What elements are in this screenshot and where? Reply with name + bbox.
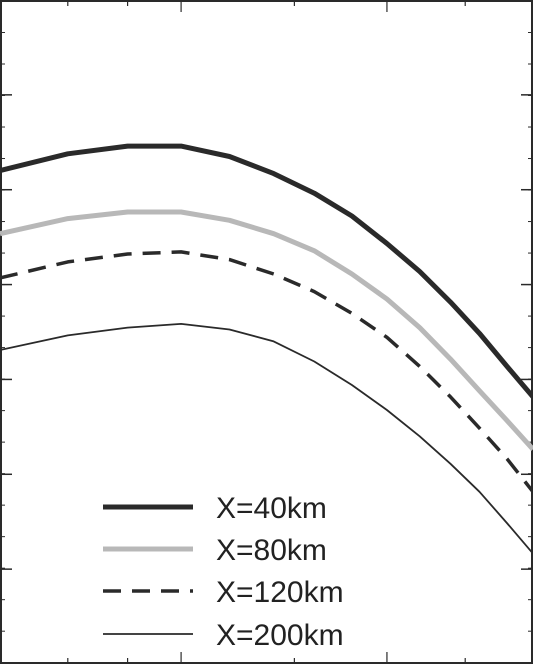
legend-label-x-80km: X=80km bbox=[216, 534, 327, 567]
legend-label-x-40km: X=40km bbox=[216, 492, 327, 525]
series-line-x-200km bbox=[0, 323, 533, 555]
series-line-x-80km bbox=[0, 209, 533, 451]
series-line-x-40km bbox=[0, 143, 533, 399]
legend: X=40km X=80km X=120km X=200km bbox=[103, 492, 344, 652]
legend-label-x-120km: X=120km bbox=[216, 576, 344, 609]
legend-label-x-200km: X=200km bbox=[216, 619, 344, 652]
series-lines bbox=[0, 143, 533, 555]
series-line-x-120km bbox=[0, 250, 533, 493]
